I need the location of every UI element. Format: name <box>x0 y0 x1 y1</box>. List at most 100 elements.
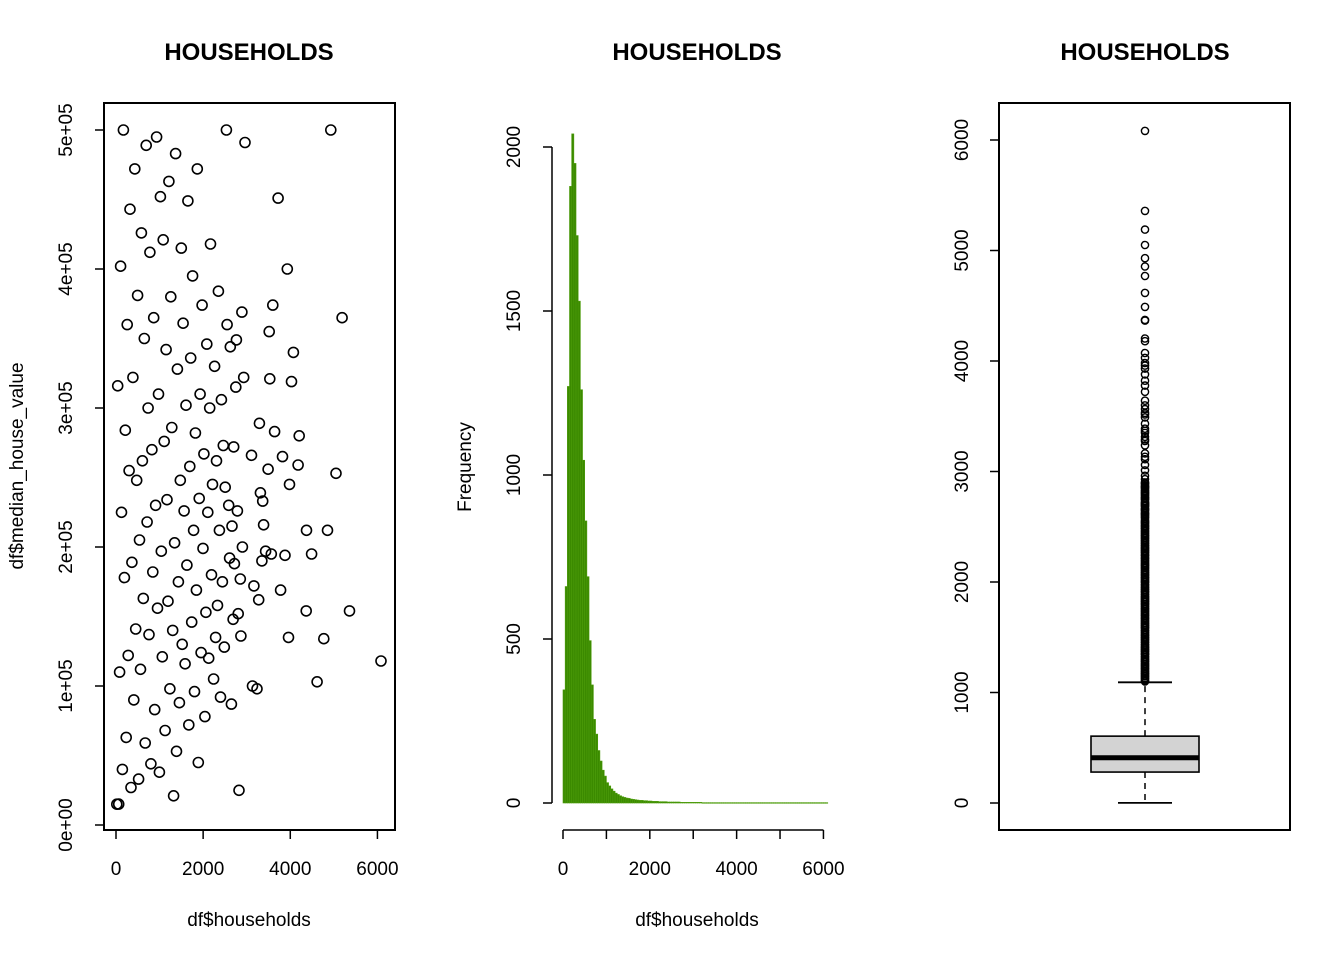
boxplot-outlier-point <box>1140 288 1150 298</box>
scatter-point <box>257 518 270 531</box>
scatter-x-tick-label: 6000 <box>356 859 398 880</box>
boxplot-outlier-point <box>1140 404 1150 414</box>
scatter-point <box>183 719 195 731</box>
scatter-point <box>191 163 204 175</box>
histogram-bar <box>818 802 822 804</box>
scatter-point <box>237 371 250 384</box>
scatter-point <box>134 663 147 676</box>
scatter-point <box>130 474 143 487</box>
histogram-bar <box>803 802 807 804</box>
histogram-bar <box>781 802 785 804</box>
scatter-point <box>128 694 140 706</box>
histogram-bar <box>682 802 685 804</box>
scatter-point <box>187 524 200 537</box>
scatter-point <box>195 646 207 659</box>
boxplot-y-tick-label: 5000 <box>952 229 973 271</box>
scatter-point <box>231 505 244 517</box>
scatter-point <box>207 673 220 685</box>
histogram-bar <box>580 389 583 804</box>
histogram-bar <box>571 133 575 804</box>
boxplot-outlier-point <box>1140 271 1150 281</box>
histogram-bar <box>688 802 692 804</box>
histogram-bar <box>647 800 651 804</box>
scatter-point <box>181 559 193 571</box>
scatter-point <box>136 454 149 467</box>
histogram-bar <box>801 802 805 804</box>
scatter-point <box>375 655 387 667</box>
histogram-y-tick-label: 1000 <box>504 454 525 496</box>
boxplot-outlier-point <box>1140 428 1150 438</box>
histogram-bar <box>784 802 787 804</box>
histogram-bar <box>666 801 670 804</box>
histogram-bar <box>677 801 681 804</box>
histogram-bar <box>792 802 796 804</box>
scatter-point <box>166 624 179 637</box>
histogram-bar <box>788 802 792 804</box>
histogram-bar <box>562 689 566 804</box>
scatter-point <box>188 685 201 698</box>
histogram-bar <box>651 801 655 804</box>
histogram-bar <box>731 802 735 804</box>
histogram-bar <box>729 802 733 804</box>
histogram-bar <box>762 802 766 804</box>
histogram-bar <box>662 801 666 804</box>
scatter-point <box>140 139 152 152</box>
scatter-x-tick-label: 2000 <box>182 859 224 880</box>
scatter-point <box>324 124 337 136</box>
scatter-point <box>190 584 203 596</box>
scatter-point <box>144 246 156 259</box>
scatter-y-tick-label: 4e+05 <box>56 242 77 295</box>
scatter-point <box>202 652 215 665</box>
histogram-bar <box>634 799 638 804</box>
scatter-point <box>186 270 199 282</box>
scatter-point <box>202 506 214 519</box>
scatter-point <box>157 234 169 246</box>
scatter-point <box>300 524 313 537</box>
scatter-x-tick-label: 0 <box>111 859 122 880</box>
boxplot-outlier-point <box>1140 436 1150 446</box>
boxplot-y-tick-label: 3000 <box>952 450 973 492</box>
boxplot-outlier-point <box>1140 225 1150 234</box>
histogram-x-axis: 0 2000 4000 6000 <box>558 829 845 880</box>
scatter-point <box>256 495 269 507</box>
scatter-point <box>160 343 172 356</box>
scatter-point <box>139 737 151 749</box>
scatter-point <box>149 499 162 512</box>
histogram-bar <box>640 800 644 804</box>
scatter-point <box>282 631 295 644</box>
histogram-bar <box>603 775 607 804</box>
scatter-point <box>292 459 304 471</box>
scatter-point <box>131 289 144 302</box>
scatter-point <box>189 427 202 439</box>
scatter-point <box>246 680 259 692</box>
scatter-point <box>137 592 150 605</box>
scatter-point <box>120 731 132 744</box>
scatter-point <box>180 399 192 412</box>
histogram-bar <box>619 795 622 804</box>
boxplot-y-tick-label: 6000 <box>952 119 973 161</box>
boxplot-outlier-point <box>1140 348 1150 358</box>
histogram-bar <box>710 802 714 804</box>
scatter-y-tick-label: 2e+05 <box>56 520 77 573</box>
histogram-bar <box>573 163 577 804</box>
scatter-point <box>259 545 272 558</box>
boxplot-y-axis: 0 1000 2000 3000 4000 5000 6000 <box>952 119 1000 808</box>
scatter-point <box>152 388 165 400</box>
histogram-bar <box>771 802 774 804</box>
scatter-point <box>276 450 289 463</box>
boxplot-outlier-point <box>1140 334 1150 343</box>
histogram-x-tick-label: 2000 <box>629 859 671 880</box>
scatter-point <box>133 534 146 546</box>
boxplot-outliers <box>1140 126 1150 686</box>
histogram-bar <box>697 802 701 804</box>
histogram-y-tick-label: 500 <box>504 623 525 655</box>
scatter-point <box>142 402 154 414</box>
scatter-point <box>124 203 136 215</box>
scatter-point <box>336 311 348 324</box>
boxplot-outlier-point <box>1140 206 1150 216</box>
scatter-point <box>212 285 225 298</box>
scatter-point <box>192 756 205 769</box>
scatter-point <box>184 460 196 473</box>
histogram-bar <box>638 800 642 804</box>
scatter-point <box>177 317 189 330</box>
